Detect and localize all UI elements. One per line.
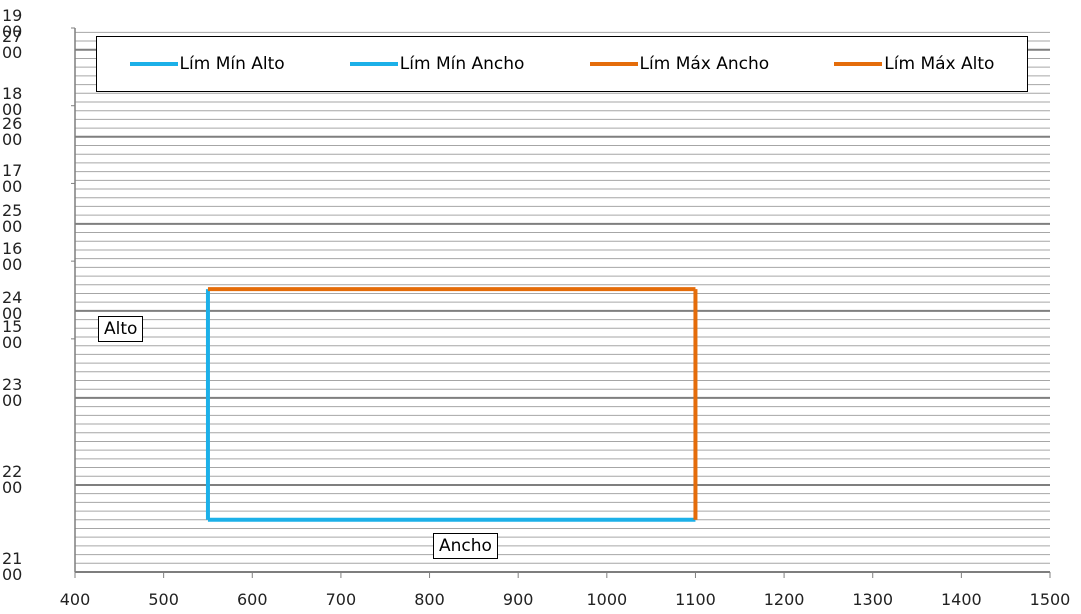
legend-item: Lím Máx Ancho (589, 54, 770, 74)
x-tick-label: 1300 (852, 590, 894, 609)
y2-tick-label: 1500 (2, 316, 23, 352)
x-tick-label: 1100 (675, 590, 716, 609)
legend-swatch (349, 62, 398, 66)
legend-swatch (589, 62, 638, 66)
x-tick-label: 800 (414, 590, 445, 609)
y2-tick-label: 1900 (2, 6, 23, 41)
y-tick-label: 2100 (2, 549, 23, 584)
x-axis-title: Ancho (433, 533, 498, 559)
legend-label: Lím Máx Ancho (639, 54, 770, 74)
x-tick-label: 1500 (1029, 590, 1071, 609)
x-tick-label: 1000 (586, 590, 628, 609)
y-tick-label: 2700 (2, 26, 23, 62)
legend-label: Lím Máx Alto (884, 54, 995, 74)
y-tick-label: 2300 (2, 374, 23, 410)
legend-label: Lím Mín Alto (179, 54, 285, 74)
x-tick-label: 900 (502, 590, 534, 609)
y-tick-label: 2400 (2, 287, 23, 323)
x-tick-label: 1400 (941, 590, 982, 609)
legend-swatch (129, 62, 178, 66)
y-tick-label: 2200 (2, 461, 23, 497)
x-tick-label: 1200 (763, 590, 805, 609)
y2-tick-label: 1700 (2, 161, 23, 197)
legend-item: Lím Máx Alto (834, 54, 994, 74)
x-tick-label: 700 (325, 590, 357, 609)
y-axis-title: Alto (98, 316, 144, 342)
x-tick-label: 500 (148, 590, 179, 609)
legend-item: Lím Mín Ancho (349, 54, 525, 74)
legend: Lím Mín Alto Lím Mín Ancho Lím Máx Ancho Lí… (96, 36, 1028, 92)
legend-item: Lím Mín Alto (129, 54, 285, 74)
legend-label: Lím Mín Ancho (399, 54, 525, 74)
y-tick-label: 2600 (2, 113, 23, 149)
y-tick-label: 2500 (2, 200, 23, 236)
legend-swatch (834, 62, 883, 66)
y2-tick-label: 1800 (2, 83, 23, 119)
x-tick-label: 400 (59, 590, 91, 609)
x-tick-label: 600 (236, 590, 268, 609)
y2-tick-label: 1600 (2, 239, 23, 275)
